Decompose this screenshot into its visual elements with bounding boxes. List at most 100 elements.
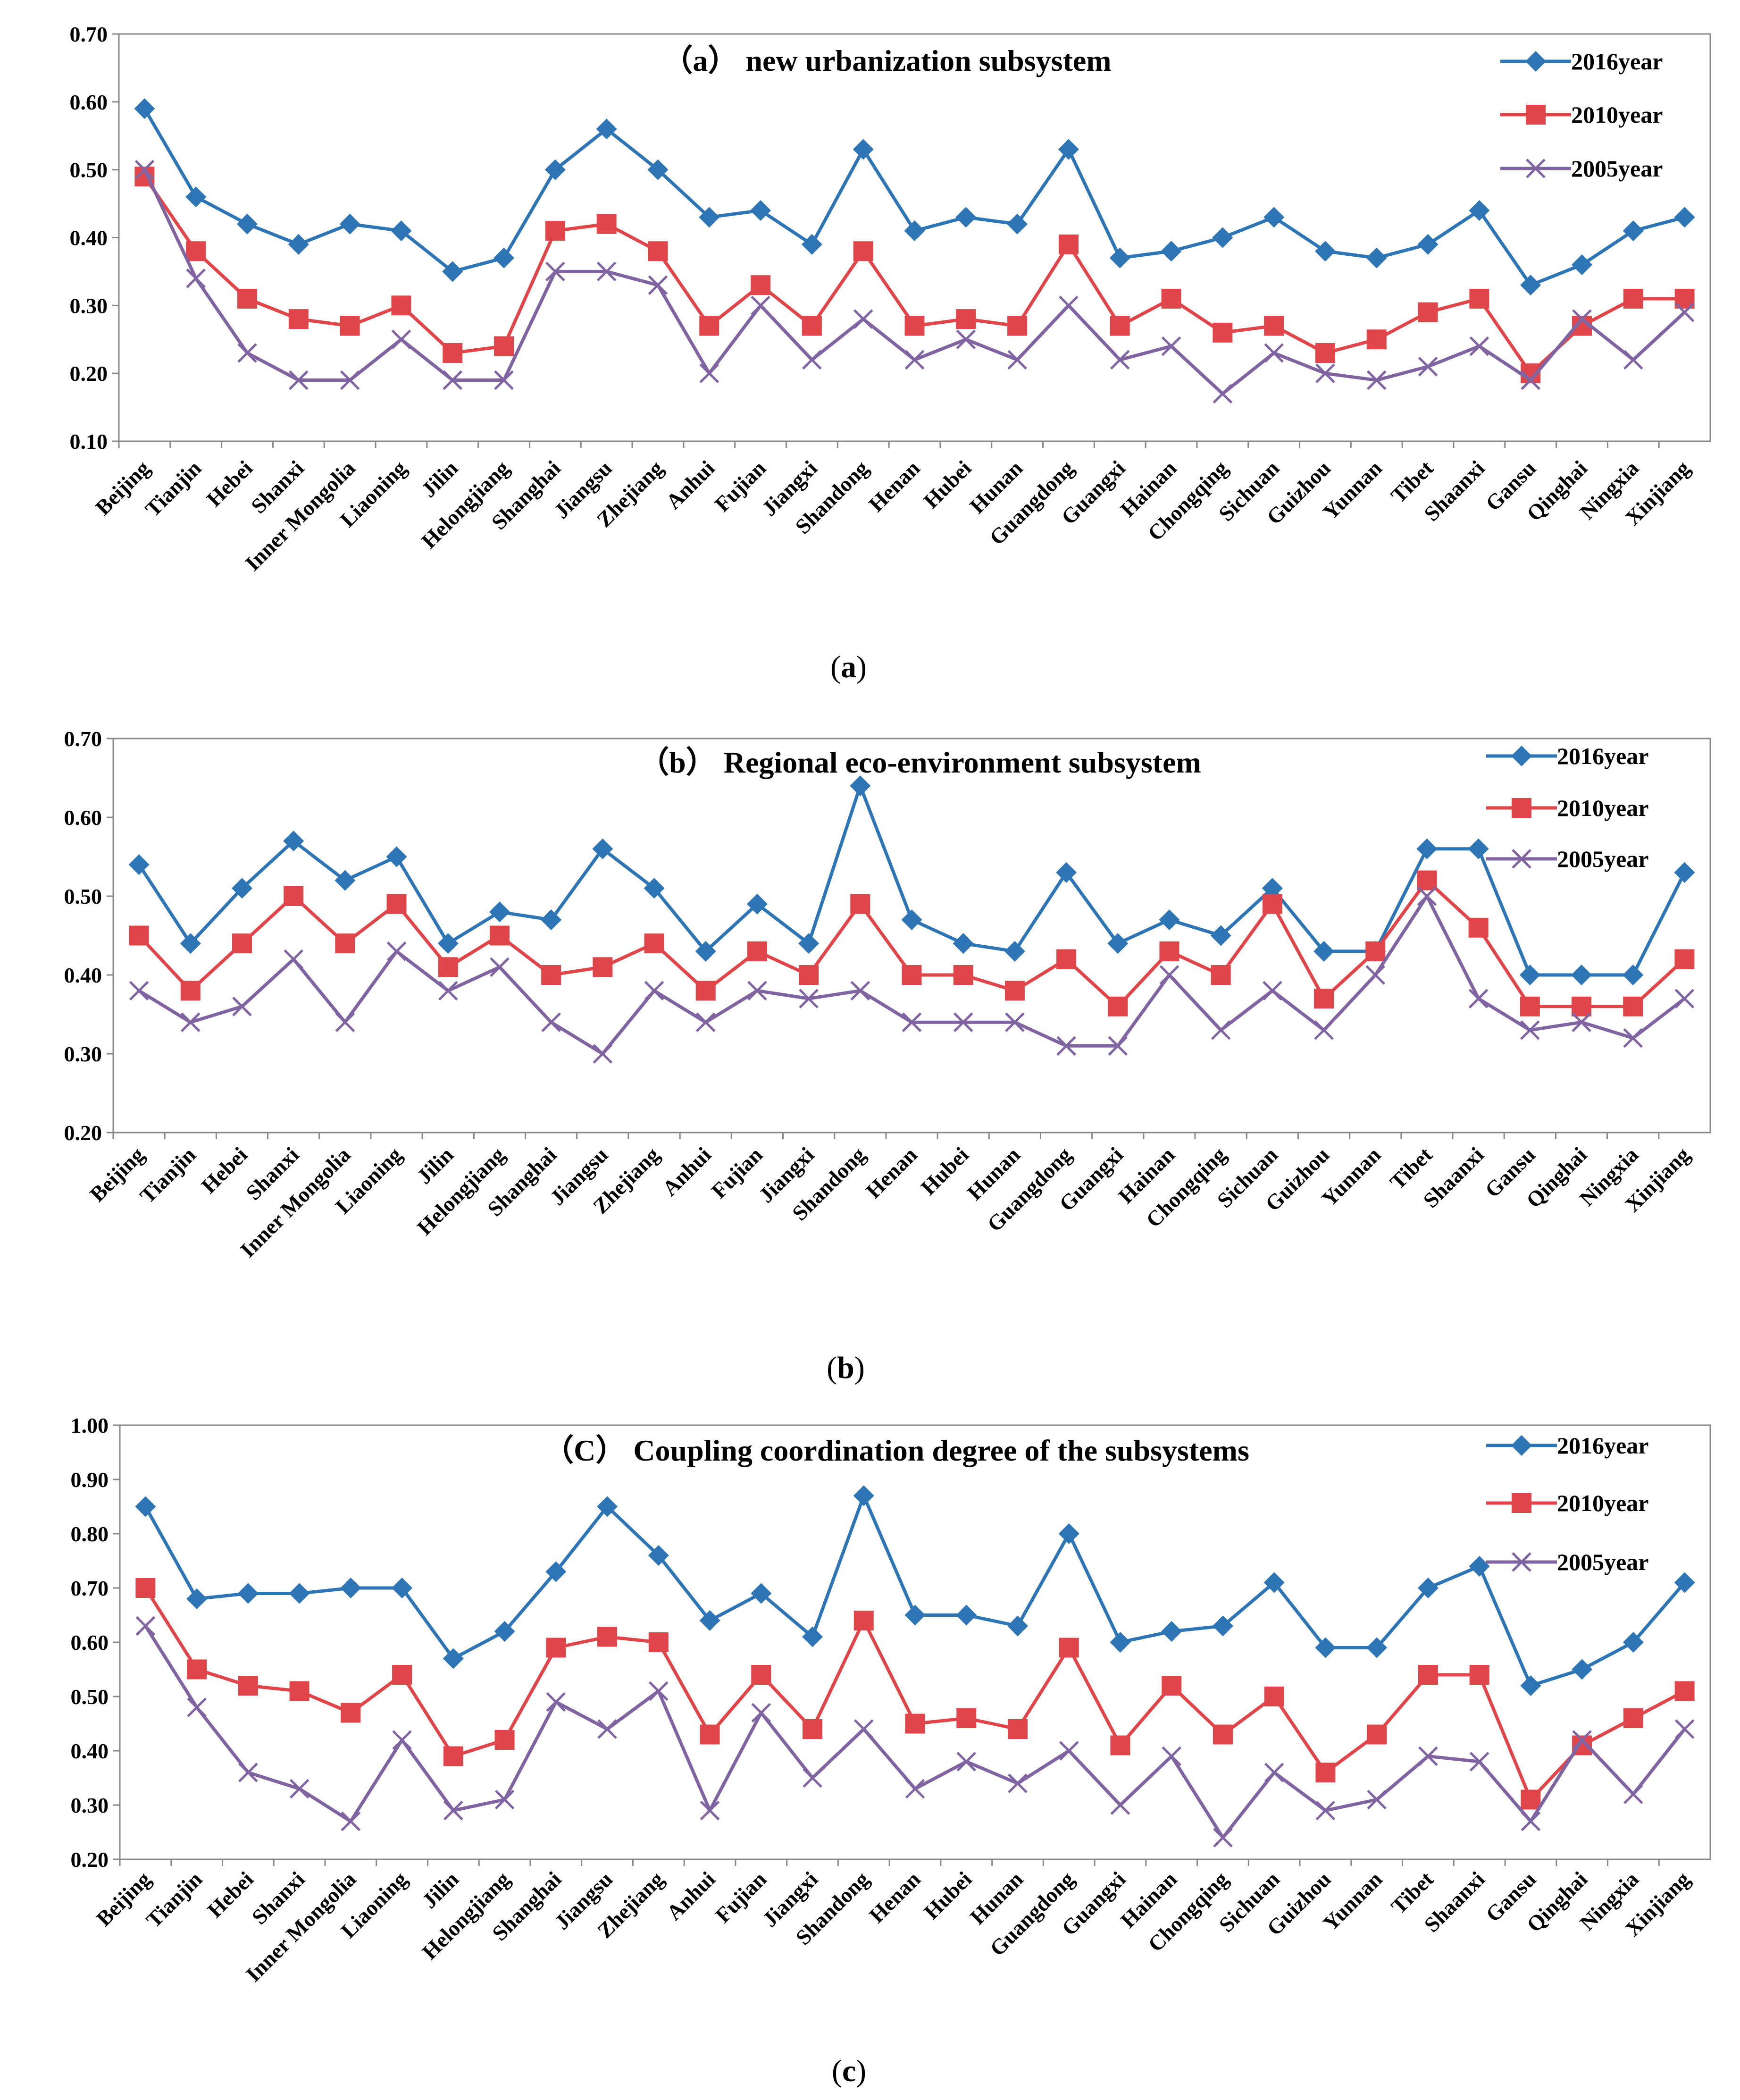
data-point-2010year	[593, 957, 613, 977]
data-point-2010year	[438, 957, 458, 977]
data-point-2016year	[1623, 965, 1644, 985]
y-tick-label: 0.70	[70, 22, 108, 46]
category-label-anhui: Anhui	[662, 1867, 720, 1925]
data-point-2016year	[904, 1604, 926, 1626]
data-point-2016year	[1572, 1659, 1593, 1680]
y-tick-label: 0.50	[71, 1685, 109, 1709]
data-point-2005year	[1008, 1773, 1028, 1793]
data-point-2016year	[801, 234, 822, 255]
y-tick-label: 0.50	[70, 158, 108, 182]
data-point-2010year	[904, 316, 925, 336]
data-point-2016year	[1623, 220, 1644, 242]
data-point-2016year	[339, 213, 360, 235]
series-2016year	[128, 775, 1695, 985]
data-point-2016year	[1161, 1621, 1182, 1642]
plot-area-frame	[119, 1424, 1711, 1860]
data-point-2016year	[647, 159, 669, 180]
data-point-2010year	[751, 1665, 771, 1685]
data-point-2010year	[1623, 1708, 1643, 1728]
legend-item-2010year: 2010year	[1486, 1490, 1648, 1516]
y-tick-label: 0.60	[71, 1630, 109, 1655]
data-point-2010year	[1058, 234, 1079, 254]
data-point-2010year	[799, 965, 819, 985]
series-line-2016year	[144, 1494, 1686, 1688]
data-point-2016year	[1366, 247, 1387, 269]
legend-marker	[1512, 798, 1531, 818]
y-tick-label: 0.80	[71, 1522, 109, 1546]
legend-label: 2016year	[1557, 743, 1648, 769]
data-point-2005year	[1367, 1789, 1387, 1810]
data-point-2016year	[1262, 878, 1283, 899]
data-point-2010year	[187, 1659, 207, 1680]
data-point-2005year	[541, 1012, 561, 1032]
data-point-2010year	[644, 933, 664, 954]
data-point-2005year	[335, 1012, 355, 1032]
data-point-2010year	[1108, 996, 1128, 1016]
data-point-2005year	[238, 1763, 258, 1782]
data-point-2016year	[1007, 213, 1028, 235]
data-point-2010year	[232, 933, 252, 954]
category-label-yunnan: Yunnan	[1317, 1142, 1385, 1211]
data-point-2005year	[134, 160, 155, 180]
data-point-2010year	[1469, 288, 1489, 309]
panel-caption: (a)	[830, 650, 867, 684]
legend-item-2005year: 2005year	[1486, 846, 1648, 872]
legend-label: 2010year	[1571, 101, 1663, 128]
legend-label: 2010year	[1557, 795, 1648, 821]
data-point-2005year	[340, 370, 360, 390]
data-point-2010year	[391, 295, 411, 316]
data-point-2010year	[1213, 322, 1233, 343]
data-point-2005year	[1521, 370, 1540, 390]
data-point-2016year	[386, 846, 407, 867]
data-point-2016year	[128, 854, 150, 875]
series-2010year	[129, 870, 1695, 1016]
data-point-2010year	[1520, 996, 1540, 1016]
legend-marker	[1511, 1435, 1532, 1456]
data-point-2005year	[1005, 1012, 1025, 1032]
legend-marker	[1525, 51, 1546, 72]
data-point-2010year	[902, 965, 922, 985]
data-point-2010year	[1521, 1789, 1541, 1810]
data-point-2016year	[1159, 909, 1180, 931]
series-2016year	[135, 1485, 1695, 1696]
data-point-2005year	[494, 370, 514, 390]
data-point-2005year	[135, 1616, 156, 1636]
data-point-2016year	[750, 200, 771, 221]
legend-label: 2005year	[1571, 155, 1663, 182]
chart-panel-c: 0.20 0.30 0.40 0.50 0.60 0.70 0.80 0.90 1.00 Beij…	[71, 1413, 1711, 1986]
data-point-2016year	[1571, 254, 1592, 276]
data-point-2016year	[1469, 1556, 1490, 1577]
data-point-2016year	[1263, 1572, 1285, 1593]
data-point-2005year	[1110, 1795, 1130, 1815]
y-tick-label: 0.60	[70, 90, 108, 114]
data-point-2010year	[596, 214, 617, 234]
chart-panel-a: 0.10 0.20 0.30 0.40 0.50 0.60 0.70 BeijingTianj…	[70, 22, 1711, 575]
legend-marker	[1511, 746, 1532, 766]
data-point-2010year	[1264, 1687, 1284, 1706]
legend-marker	[1512, 1493, 1531, 1513]
data-point-2005year	[1315, 1800, 1336, 1821]
y-tick-label: 0.20	[70, 361, 108, 386]
data-point-2010year	[186, 241, 206, 261]
series-2005year	[134, 160, 1695, 404]
data-point-2016year	[544, 159, 566, 180]
data-point-2016year	[1417, 234, 1439, 255]
data-point-2005year	[803, 1768, 822, 1788]
legend-label: 2005year	[1557, 1549, 1648, 1575]
data-point-2016year	[443, 1648, 464, 1669]
data-point-2005year	[905, 1779, 925, 1799]
data-point-2005year	[751, 1703, 771, 1723]
data-point-2005year	[1056, 1036, 1076, 1056]
y-tick-label: 0.70	[71, 1576, 109, 1600]
data-point-2016year	[494, 1621, 515, 1642]
data-point-2010year	[546, 1638, 566, 1658]
data-point-2016year	[1161, 241, 1182, 262]
data-point-2016year	[953, 933, 974, 954]
data-point-2005year	[1521, 1811, 1541, 1831]
chart-title: （a） new urbanization subsystem	[662, 44, 1111, 77]
data-point-2005year	[391, 329, 411, 350]
data-point-2010year	[956, 309, 976, 329]
data-point-2005year	[1469, 1752, 1489, 1772]
series-line-2010year	[143, 176, 1685, 375]
